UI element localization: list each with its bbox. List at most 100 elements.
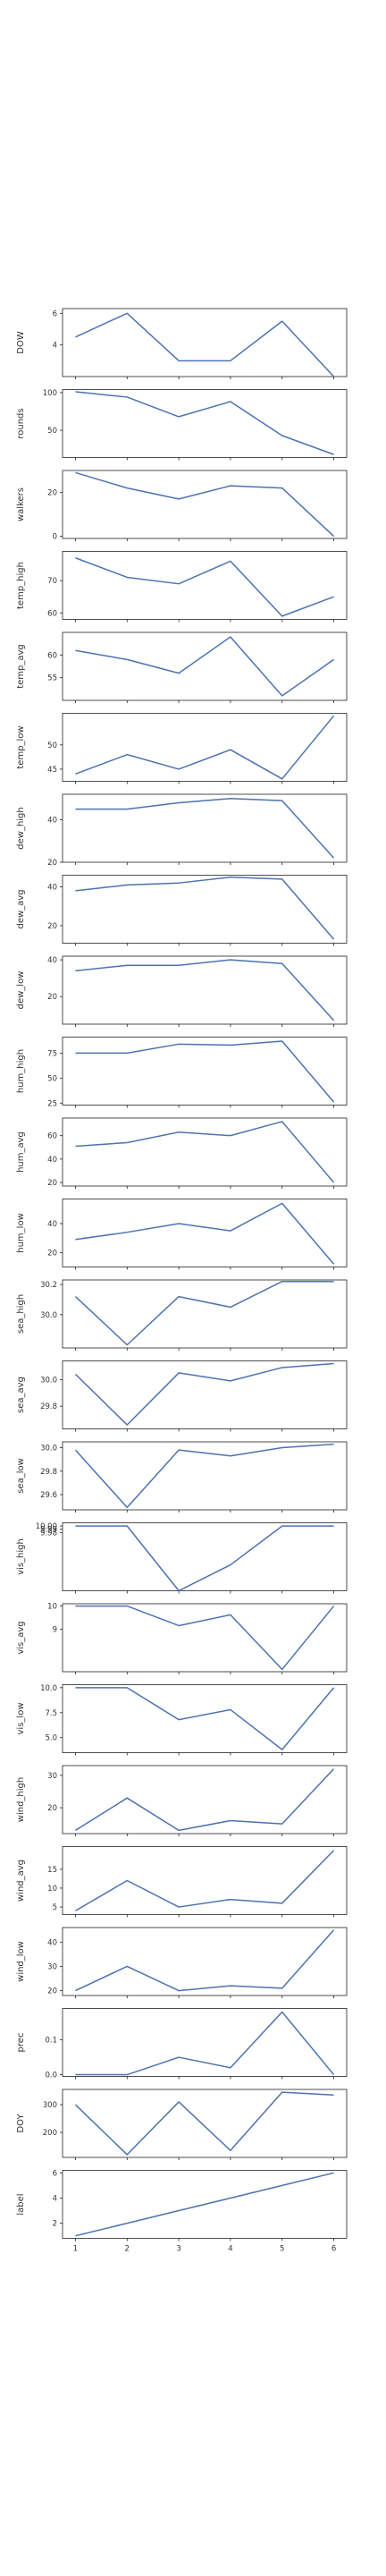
y-tick-label: 300: [43, 2101, 57, 2110]
chart-panel-vis_low: 10.0 7.5 5.0 vis_low: [16, 1684, 348, 1756]
series-line: [74, 2091, 334, 2156]
axes-frame: [62, 955, 348, 1025]
y-axis-label: sea_high: [16, 1294, 26, 1334]
y-tick-label: 40: [47, 817, 57, 826]
chart-panel-hum_high: 75 50 25 hum_high: [16, 1037, 348, 1108]
y-axis-label: dew_low: [16, 971, 26, 1010]
y-tick-label: 40: [47, 1938, 57, 1947]
axes-frame: [62, 1441, 348, 1511]
y-tick-label: 55: [47, 674, 57, 683]
y-axis-label: DOW: [16, 331, 26, 354]
chart-panel-sea_high: 30.2 30.0 sea_high: [16, 1279, 348, 1351]
chart-panel-wind_high: 30 20 wind_high: [16, 1765, 348, 1836]
y-tick-label: 29.8: [40, 1402, 57, 1411]
y-tick-label: 10.0: [40, 1684, 57, 1693]
y-tick-label: 6: [53, 2169, 57, 2178]
y-axis-label: dew_avg: [16, 889, 26, 928]
y-tick-label: 50: [47, 741, 57, 750]
y-axis-label: wind_avg: [16, 1860, 26, 1902]
y-axis-label: sea_low: [16, 1458, 26, 1494]
series-line: [75, 2011, 335, 2076]
y-tick-label: 20: [47, 859, 57, 868]
y-tick-label: 70: [47, 577, 57, 586]
y-tick-label: 10: [47, 1885, 57, 1894]
axes-frame: [62, 2008, 348, 2077]
y-tick-label: 9: [53, 1625, 57, 1634]
chart-panel-temp_avg: 60 55 temp_avg: [16, 631, 348, 703]
y-tick-label: 5: [53, 1903, 57, 1912]
y-axis-label: temp_high: [16, 562, 26, 609]
y-axis-label: DOY: [16, 2114, 26, 2133]
y-tick-label: 20: [47, 922, 57, 931]
series-line: [75, 1121, 335, 1183]
series-line: [75, 1687, 335, 1750]
axes-frame: [62, 470, 348, 539]
series-line: [75, 312, 335, 377]
chart-panel-label: 6 4 2 1 2 3 4 5 6 label: [16, 2169, 348, 2254]
y-tick-label: 30: [47, 1772, 57, 1781]
y-axis-label: hum_high: [16, 1049, 26, 1093]
axes-frame: [62, 1279, 348, 1349]
chart-panel-DOW: 6 4 DOW: [16, 308, 348, 379]
x-tick-label: 1: [73, 2245, 78, 2254]
chart-panel-temp_high: 70 60 temp_high: [16, 551, 348, 623]
y-tick-label: 50: [47, 1074, 57, 1083]
x-tick-label: 3: [176, 2245, 180, 2254]
y-tick-label: 200: [43, 2129, 57, 2138]
y-axis-label: hum_avg: [16, 1131, 26, 1173]
chart-panel-wind_avg: 15 10 5 wind_avg: [16, 1846, 348, 1918]
x-tick-label: 5: [280, 2245, 284, 2254]
y-tick-label: 0: [53, 533, 57, 542]
y-tick-label: 60: [47, 1132, 57, 1141]
y-tick-label: 100: [43, 389, 57, 398]
y-axis-label: vis_low: [16, 1703, 26, 1735]
y-tick-label: 0.0: [45, 2072, 57, 2080]
axes-frame: [62, 1199, 348, 1267]
y-axis-label: wind_high: [16, 1777, 26, 1822]
chart-panel-dew_low: 40 20 dew_low: [16, 955, 348, 1027]
y-tick-label: 5.0: [45, 1734, 57, 1743]
series-line: [75, 391, 334, 455]
chart-panel-wind_low: 40 30 20 wind_low: [16, 1927, 348, 1998]
chart-panel-sea_low: 30.0 29.8 29.6 sea_low: [16, 1441, 348, 1513]
y-tick-label: 25: [47, 1099, 57, 1108]
y-axis-label: walkers: [16, 487, 26, 521]
y-tick-label: 10: [47, 1603, 57, 1612]
axes-frame: [62, 1684, 348, 1753]
y-axis-label: dew_high: [16, 807, 26, 849]
y-tick-label: 30.0: [40, 1311, 57, 1320]
axes-frame: [62, 1846, 348, 1915]
axes-frame: [62, 631, 348, 701]
y-tick-label: 30.0: [40, 1445, 57, 1453]
axes-frame: [62, 1522, 348, 1591]
y-tick-label: 75: [47, 1049, 57, 1058]
series-line: [75, 1605, 335, 1671]
y-tick-label: 30.2: [40, 1281, 57, 1290]
chart-panel-rounds: 100 50 rounds: [16, 389, 348, 461]
y-tick-label: 20: [47, 1987, 57, 1996]
series-line: [75, 798, 335, 859]
y-tick-label: 45: [47, 766, 57, 775]
y-tick-label: 50: [47, 427, 57, 436]
series-line: [75, 876, 335, 940]
axes-frame: [62, 551, 348, 620]
y-axis-label: label: [16, 2193, 26, 2215]
series-line: [75, 636, 334, 697]
axes-frame: [62, 1927, 348, 1996]
series-line: [75, 1202, 335, 1265]
y-axis-label: sea_avg: [16, 1377, 26, 1413]
y-tick-label: 6: [53, 309, 57, 318]
y-tick-label: 20: [47, 993, 57, 1002]
chart-panel-prec: 0.1 0.0 prec: [16, 2008, 348, 2080]
y-axis-label: wind_low: [16, 1941, 26, 1982]
y-axis-label: vis_high: [16, 1538, 26, 1575]
axes-frame: [62, 713, 348, 782]
y-tick-label: 20: [47, 1249, 57, 1258]
y-tick-label: 30.0: [40, 1376, 57, 1385]
series-line: [75, 1768, 335, 1832]
x-tick-label: 6: [331, 2245, 336, 2254]
series-line: [75, 1929, 335, 1992]
y-tick-label: 30: [47, 1962, 57, 1971]
y-tick-label: 40: [47, 956, 57, 965]
